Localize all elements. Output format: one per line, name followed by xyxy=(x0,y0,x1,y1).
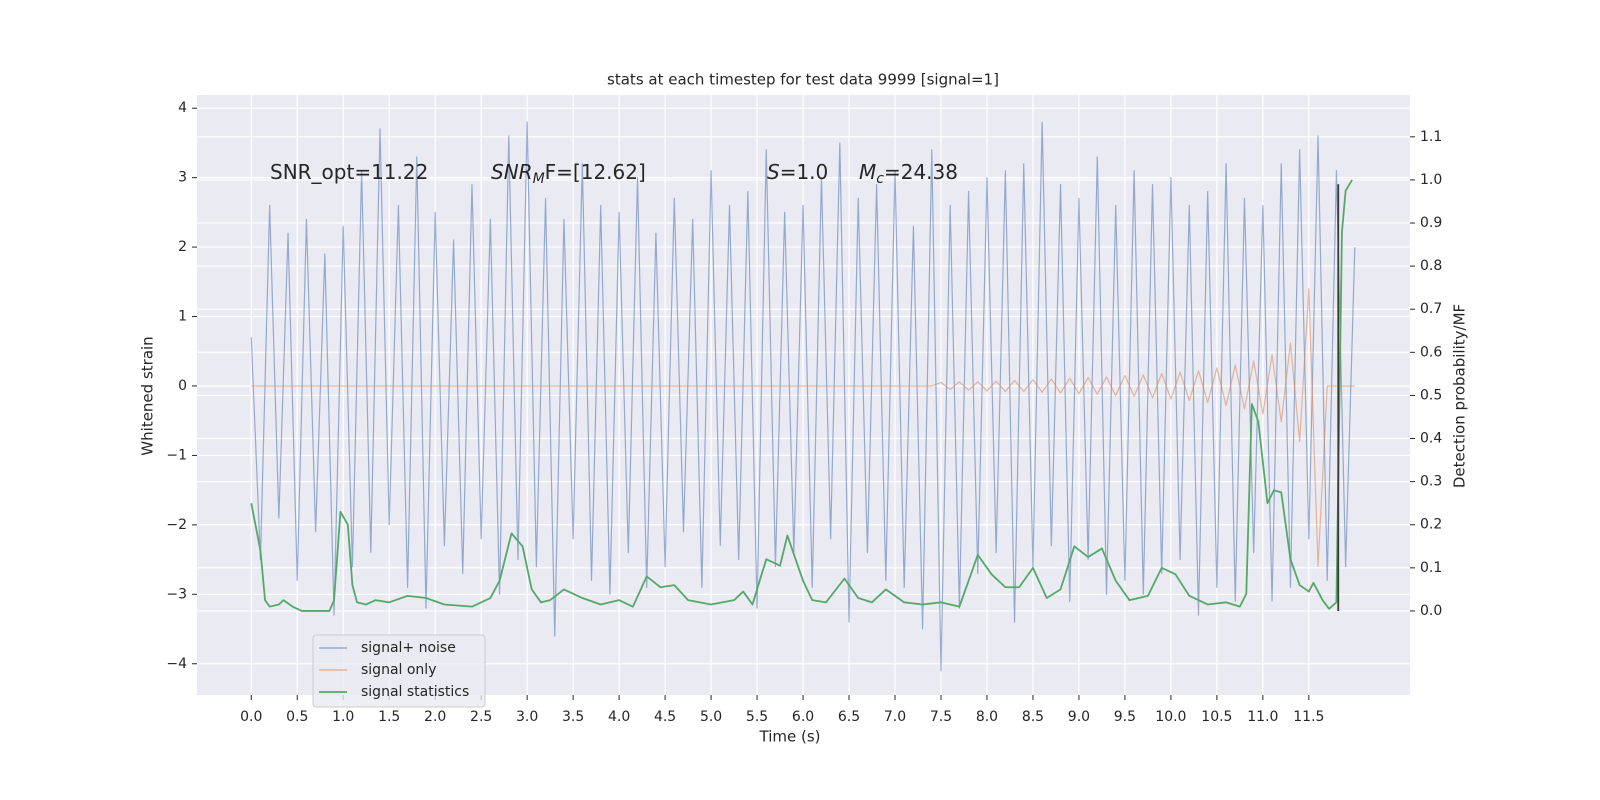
y2-tick-label: 0.0 xyxy=(1420,603,1442,619)
y-tick-label: −4 xyxy=(166,656,187,672)
x-tick-label: 5.5 xyxy=(746,709,768,725)
y2-tick-label: 0.6 xyxy=(1420,344,1442,360)
annotation-part: =1.0 xyxy=(780,160,829,184)
marks xyxy=(250,121,1356,672)
x-tick-label: 3.5 xyxy=(562,709,584,725)
y-tick-label: 3 xyxy=(178,170,187,186)
x-tick-label: 5.0 xyxy=(700,709,722,725)
x-tick-label: 3.0 xyxy=(516,709,538,725)
y-tick-label: −1 xyxy=(166,447,187,463)
x-tick-label: 6.0 xyxy=(792,709,814,725)
x-tick-label: 11.5 xyxy=(1293,709,1324,725)
y2-tick-label: 1.1 xyxy=(1420,129,1442,145)
series-line xyxy=(251,288,1355,568)
y2-tick-label: 0.4 xyxy=(1420,431,1442,447)
y-tick-label: 0 xyxy=(178,378,187,394)
x-tick-label: 8.5 xyxy=(1022,709,1044,725)
y-tick-label: 2 xyxy=(178,239,187,255)
annotation: SNRMF=[12.62] xyxy=(491,160,646,188)
annotation-part: S xyxy=(767,160,780,184)
y-tick-label: 1 xyxy=(178,309,187,325)
x-axis-label: Time (s) xyxy=(759,728,821,746)
x-tick-label: 1.0 xyxy=(332,709,354,725)
legend-label: signal+ noise xyxy=(361,640,456,656)
annotation: SNR_opt=11.22 xyxy=(270,160,428,184)
y-tick-label: −2 xyxy=(166,517,187,533)
x-tick-label: 9.5 xyxy=(1114,709,1136,725)
annotation-part: F=[12.62] xyxy=(545,160,646,184)
series-line xyxy=(250,121,1356,672)
x-tick-label: 0.5 xyxy=(286,709,308,725)
x-tick-label: 1.5 xyxy=(378,709,400,725)
annotation: Mc=24.38 xyxy=(859,160,958,188)
y2-tick-label: 1.0 xyxy=(1420,172,1442,188)
x-tick-label: 7.5 xyxy=(930,709,952,725)
x-tick-label: 7.0 xyxy=(884,709,906,725)
y2-tick-label: 0.7 xyxy=(1420,301,1442,317)
legend-box xyxy=(312,634,486,708)
annotation: S=1.0 xyxy=(767,160,828,184)
y-tick-label: −3 xyxy=(166,586,187,602)
annotation-part: M xyxy=(859,160,876,184)
x-tick-label: 11.0 xyxy=(1247,709,1278,725)
x-tick-label: 10.5 xyxy=(1201,709,1232,725)
annotation-part: SNR_opt=11.22 xyxy=(270,160,428,184)
legend: signal+ noise signal only signal statistic… xyxy=(312,634,486,708)
y2-tick-label: 0.2 xyxy=(1420,517,1442,533)
x-tick-label: 2.5 xyxy=(470,709,492,725)
y-axis-label: Whitened strain xyxy=(139,336,157,455)
y-tick-label: 4 xyxy=(178,100,187,116)
series-line xyxy=(250,179,1353,612)
x-tick-label: 2.0 xyxy=(424,709,446,725)
x-tick-label: 4.0 xyxy=(608,709,630,725)
legend-label: signal only xyxy=(361,662,436,678)
legend-label: signal statistics xyxy=(361,684,469,700)
annotation-part: c xyxy=(876,171,884,187)
annotation-part: =24.38 xyxy=(884,160,958,184)
y2-tick-label: 0.9 xyxy=(1420,215,1442,231)
y2-tick-label: 0.8 xyxy=(1420,258,1442,274)
axes: 0.0 0.5 1.0 1.5 2.0 2.5 3.0 3.5 4.0 4.5 5.0 5.5 6.0 6… xyxy=(166,100,1442,725)
x-tick-label: 9.0 xyxy=(1068,709,1090,725)
x-tick-label: 4.5 xyxy=(654,709,676,725)
x-tick-label: 8.0 xyxy=(976,709,998,725)
x-tick-label: 6.5 xyxy=(838,709,860,725)
annotation-part: SNR xyxy=(491,160,533,184)
y2-tick-label: 0.1 xyxy=(1420,560,1442,576)
x-tick-label: 0.0 xyxy=(240,709,262,725)
annotation-part: M xyxy=(533,171,545,187)
x-tick-label: 10.0 xyxy=(1155,709,1186,725)
y2-tick-label: 0.3 xyxy=(1420,474,1442,490)
y2-axis-label: Detection probability/MF xyxy=(1451,304,1469,488)
y2-tick-label: 0.5 xyxy=(1420,387,1442,403)
chart-title: stats at each timestep for test data 999… xyxy=(607,71,999,89)
